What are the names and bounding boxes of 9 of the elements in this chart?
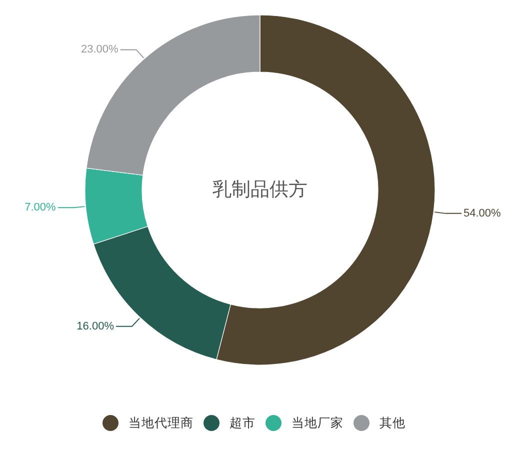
data-label: 16.00% xyxy=(76,320,114,332)
data-label: 23.00% xyxy=(81,44,119,56)
data-label: 54.00% xyxy=(464,207,502,220)
legend-label: 当地厂家 xyxy=(292,415,344,430)
text: 乳制品供方 xyxy=(212,178,308,200)
data-label: 7.00% xyxy=(24,202,56,214)
legend-label: 当地代理商 xyxy=(128,416,194,430)
legend-label: 其他 xyxy=(380,416,406,430)
legend-label: 超市 xyxy=(230,416,256,430)
